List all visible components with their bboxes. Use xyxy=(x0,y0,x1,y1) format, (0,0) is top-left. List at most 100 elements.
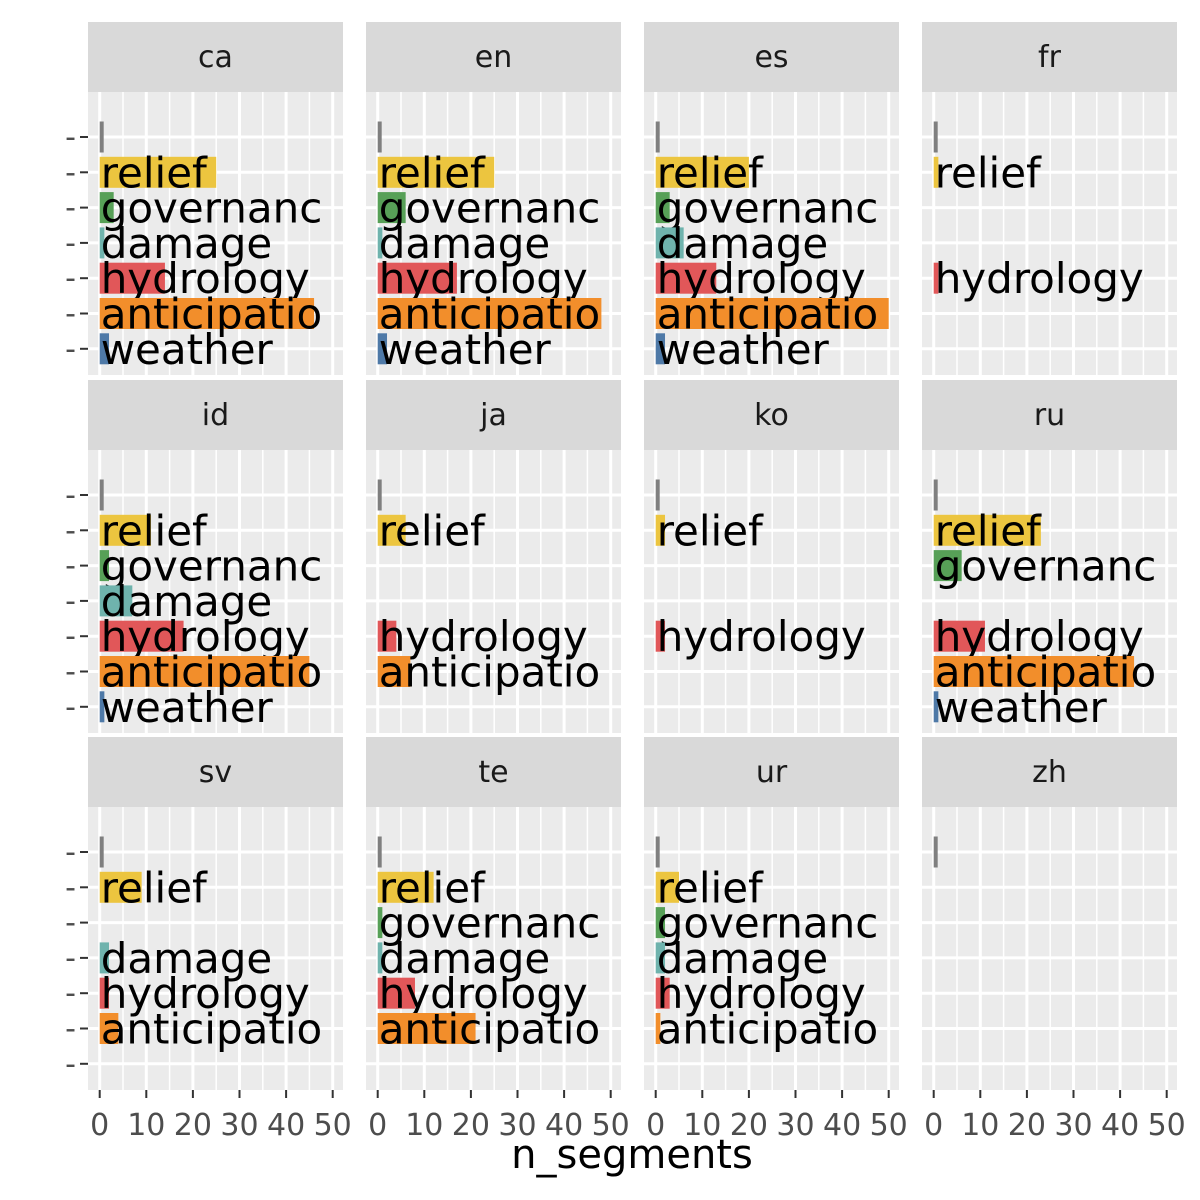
facet-ru-bar-label-hydrology: hydrology xyxy=(935,612,1144,661)
facet-ru-bar-label-weather: weather xyxy=(935,683,1108,732)
facet-ru-bar-governanc xyxy=(933,550,962,582)
facet-zh-x-tick-label: 40 xyxy=(1101,1108,1139,1143)
facet-te-x-tick-label: 40 xyxy=(545,1108,583,1143)
facet-ur-bar-blank xyxy=(655,836,660,868)
facet-sv-x-tick-label: 30 xyxy=(220,1108,258,1143)
y-tick-label: - xyxy=(65,478,76,513)
facet-ja-bar-blank xyxy=(377,479,382,511)
facet-sv-bar-label-relief: relief xyxy=(101,863,208,912)
facet-id-bar-label-hydrology: hydrology xyxy=(101,612,310,661)
facet-ur-x-tick-label: 0 xyxy=(646,1108,665,1143)
facet-id-strip xyxy=(88,380,343,450)
facet-sv-x-tick-label: 0 xyxy=(90,1108,109,1143)
facet-ko-bar-relief xyxy=(655,514,666,546)
x-axis-title: n_segments xyxy=(511,1132,753,1178)
facet-sv-bar-damage xyxy=(99,942,110,974)
facet-te-bar-label-hydrology: hydrology xyxy=(379,969,588,1018)
y-tick-label: - xyxy=(65,690,76,725)
facet-sv-strip-label: sv xyxy=(199,755,232,790)
facet-te-bar-label-relief: relief xyxy=(379,863,486,912)
facet-ja-bar-label-anticipatio: anticipatio xyxy=(379,648,600,697)
y-tick-label: - xyxy=(65,261,76,296)
y-tick-label: - xyxy=(65,120,76,155)
facet-sv-x-tick-label: 10 xyxy=(127,1108,165,1143)
facet-sv-x-tick-label: 20 xyxy=(174,1108,212,1143)
facet-ca-bar-label-weather: weather xyxy=(101,325,274,374)
facet-en-bar-anticipatio xyxy=(377,298,602,329)
facet-id-bar-label-governanc: governanc xyxy=(101,542,323,591)
facet-id-bar-label-anticipatio: anticipatio xyxy=(101,648,322,697)
facet-ja-bar-label-relief: relief xyxy=(379,506,486,555)
facet-en-bar-label-hydrology: hydrology xyxy=(379,254,588,303)
facet-ru-bar-label-anticipatio: anticipatio xyxy=(935,648,1156,697)
facet-ur-bar-hydrology xyxy=(655,977,670,1009)
y-tick-label: - xyxy=(65,1047,76,1082)
facet-ur-strip-label: ur xyxy=(756,755,788,790)
facet-en-bar-governanc xyxy=(377,192,406,224)
facet-es-bar-label-anticipatio: anticipatio xyxy=(657,290,878,339)
y-tick-label: - xyxy=(65,191,76,226)
facet-id-bar-damage xyxy=(99,585,133,617)
facet-te-x-tick-label: 0 xyxy=(368,1108,387,1143)
facet-es-bar-label-relief: relief xyxy=(657,148,764,197)
facet-sv-bar-label-damage: damage xyxy=(101,934,273,983)
y-tick-label: - xyxy=(65,1012,76,1047)
facet-ru-bar-relief xyxy=(933,514,1041,546)
facet-ca-bar-label-relief: relief xyxy=(101,148,208,197)
facet-ko-bar-label-hydrology: hydrology xyxy=(657,612,866,661)
facet-ur-bar-anticipatio xyxy=(655,1013,661,1044)
facet-zh-x-tick-label: 50 xyxy=(1148,1108,1186,1143)
facet-zh-strip xyxy=(922,737,1177,807)
facet-sv-bar-hydrology xyxy=(99,977,110,1009)
facet-te-x-tick-label: 30 xyxy=(498,1108,536,1143)
facet-zh-x-tick-label: 10 xyxy=(961,1108,999,1143)
facet-fr-strip xyxy=(922,22,1177,92)
facet-ru-strip xyxy=(922,380,1177,450)
facet-sv-bar-label-anticipatio: anticipatio xyxy=(101,1005,322,1054)
facet-ca-bar-label-anticipatio: anticipatio xyxy=(101,290,322,339)
facet-id-strip-label: id xyxy=(202,398,229,433)
facet-sv-bar-blank xyxy=(99,836,104,868)
facet-ur-x-tick-label: 50 xyxy=(870,1108,908,1143)
facet-ur-x-tick-label: 20 xyxy=(730,1108,768,1143)
facet-en-bar-relief xyxy=(377,156,495,188)
facet-id-bar-governanc xyxy=(99,550,110,582)
facet-ru-bar-hydrology xyxy=(933,620,985,652)
facet-ur-strip xyxy=(644,737,899,807)
facet-te-bar-label-damage: damage xyxy=(379,934,551,983)
facet-ru-bar-anticipatio xyxy=(933,656,1135,687)
facet-en-bar-label-anticipatio: anticipatio xyxy=(379,290,600,339)
facet-en-bar-damage xyxy=(377,227,383,259)
facet-es-bar-relief xyxy=(655,156,749,188)
facet-id-bar-label-damage: damage xyxy=(101,577,273,626)
facet-ur-bar-label-relief: relief xyxy=(657,863,764,912)
facet-ja-bar-anticipatio xyxy=(377,656,411,687)
facet-ja-bar-hydrology xyxy=(377,620,397,652)
y-tick-label: - xyxy=(65,226,76,261)
y-tick-label: - xyxy=(65,513,76,548)
facet-en-strip xyxy=(366,22,621,92)
y-tick-label: - xyxy=(65,584,76,619)
facet-en-bar-hydrology xyxy=(377,262,457,294)
facet-ca-bar-anticipatio xyxy=(99,298,315,329)
facet-ur-x-tick-label: 10 xyxy=(683,1108,721,1143)
facet-es-bar-label-hydrology: hydrology xyxy=(657,254,866,303)
facet-te-strip-label: te xyxy=(478,755,508,790)
facet-te-bar-anticipatio xyxy=(377,1013,476,1044)
facet-ja-bar-relief xyxy=(377,514,406,546)
facet-en-bar-label-governanc: governanc xyxy=(379,184,601,233)
facet-sv-x-tick-label: 50 xyxy=(314,1108,352,1143)
facet-te-x-tick-label: 50 xyxy=(592,1108,630,1143)
y-tick-label: - xyxy=(65,870,76,905)
y-tick-label: - xyxy=(65,297,76,332)
y-tick-label: - xyxy=(65,332,76,367)
facet-ja-strip xyxy=(366,380,621,450)
facet-ja-bar-label-hydrology: hydrology xyxy=(379,612,588,661)
facet-en-bar-label-relief: relief xyxy=(379,148,486,197)
facet-fr-bar-label-relief: relief xyxy=(935,148,1042,197)
facet-ur-bar-label-anticipatio: anticipatio xyxy=(657,1005,878,1054)
facet-ru-bar-weather xyxy=(933,691,939,723)
facet-ca-bar-blank xyxy=(99,121,104,153)
facet-id-bar-hydrology xyxy=(99,620,184,652)
